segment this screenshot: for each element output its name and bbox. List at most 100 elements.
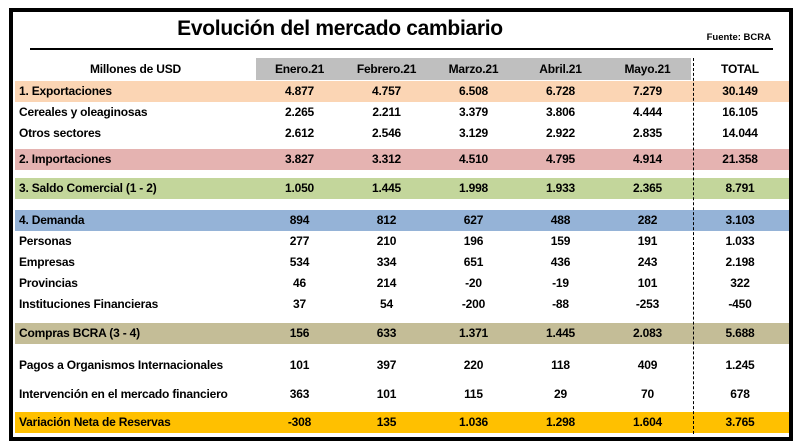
cell-value: 29 [554, 387, 567, 401]
total-column-separator [693, 58, 694, 434]
cell-value: 3.827 [284, 152, 315, 166]
cell-value: 409 [637, 358, 658, 372]
data-table: Millones de USD Enero.21 Febrero.21 Marzo.… [15, 58, 789, 433]
table-row: Compras BCRA (3 - 4) 156 633 1.371 1.445… [15, 323, 789, 344]
cell-value: 4.914 [632, 152, 663, 166]
month-header: Febrero.21 [343, 58, 430, 80]
row-total: 30.149 [722, 84, 758, 98]
cell-value: 2.211 [372, 105, 401, 119]
table-row: Cereales y oleaginosas 2.265 2.211 3.379… [15, 102, 789, 123]
table-row: Personas 277 210 196 159 191 1.033 [15, 231, 789, 252]
cell-value: 2.546 [371, 126, 402, 140]
month-header: Marzo.21 [430, 58, 517, 80]
report-title: Evolución del mercado cambiario [177, 17, 503, 40]
row-total: 8.791 [725, 181, 755, 195]
cell-value: 436 [550, 255, 571, 269]
cell-value: 3.129 [458, 126, 489, 140]
cell-value: 101 [637, 276, 658, 290]
row-label: 4. Demanda [19, 213, 85, 227]
table-row: 2. Importaciones 3.827 3.312 4.510 4.795… [15, 149, 789, 170]
row-label: 1. Exportaciones [19, 84, 112, 98]
row-label: Compras BCRA (3 - 4) [19, 326, 140, 340]
cell-value: 1.445 [545, 326, 576, 340]
cell-value: -88 [552, 297, 569, 311]
cell-value: 277 [289, 234, 310, 248]
row-total: 1.245 [725, 358, 755, 372]
table-row: Empresas 534 334 651 436 243 2.198 [15, 252, 789, 273]
row-label: Personas [19, 234, 72, 248]
cell-value: 156 [289, 326, 310, 340]
cell-value: -19 [552, 276, 569, 290]
table-row: Intervención en el mercado financiero 36… [15, 384, 789, 405]
cell-value: 214 [376, 276, 397, 290]
row-label: Intervención en el mercado financiero [19, 387, 228, 401]
table-row: Otros sectores 2.612 2.546 3.129 2.922 2… [15, 123, 789, 144]
cell-value: 633 [376, 326, 397, 340]
row-label: Provincias [19, 276, 78, 290]
cell-value: 46 [293, 276, 306, 290]
cell-value: 488 [550, 213, 571, 227]
cell-value: 1.445 [371, 181, 402, 195]
cell-value: 334 [376, 255, 397, 269]
cell-value: -253 [635, 297, 660, 311]
row-label: 3. Saldo Comercial (1 - 2) [19, 181, 157, 195]
cell-value: 894 [289, 213, 310, 227]
report-frame: Evolución del mercado cambiario Fuente: … [9, 8, 793, 441]
cell-value: 2.265 [284, 105, 315, 119]
cell-value: 397 [376, 358, 397, 372]
cell-value: 534 [289, 255, 310, 269]
row-total: 322 [730, 276, 750, 290]
row-total: 3.103 [725, 213, 755, 227]
cell-value: 4.444 [632, 105, 663, 119]
cell-value: 2.612 [284, 126, 315, 140]
table-row: Provincias 46 214 -20 -19 101 322 [15, 273, 789, 294]
row-label: Empresas [19, 255, 75, 269]
unit-header: Millones de USD [89, 62, 181, 76]
row-total: -450 [728, 297, 752, 311]
cell-value: 4.877 [284, 84, 315, 98]
row-total: 16.105 [722, 105, 758, 119]
cell-value: 159 [550, 234, 571, 248]
cell-value: 4.510 [458, 152, 489, 166]
source-label: Fuente: BCRA [706, 32, 771, 43]
cell-value: -200 [461, 297, 486, 311]
cell-value: 812 [376, 213, 397, 227]
row-label: 2. Importaciones [19, 152, 112, 166]
cell-value: 243 [637, 255, 658, 269]
cell-value: 1.298 [545, 415, 576, 429]
cell-value: 210 [376, 234, 397, 248]
cell-value: 2.922 [545, 126, 576, 140]
cell-value: 1.050 [284, 181, 315, 195]
table-row: Pagos a Organismos Internacionales 101 3… [15, 355, 789, 376]
cell-value: 6.728 [545, 84, 576, 98]
cell-value: 2.083 [632, 326, 663, 340]
table-body: 1. Exportaciones 4.877 4.757 6.508 6.728… [15, 81, 789, 433]
cell-value: 6.508 [458, 84, 489, 98]
cell-value: 1.371 [458, 326, 489, 340]
cell-value: -308 [287, 415, 312, 429]
row-label: Instituciones Financieras [19, 297, 159, 311]
table-row: 4. Demanda 894 812 627 488 282 3.103 [15, 210, 789, 231]
cell-value: 70 [641, 387, 654, 401]
cell-value: 220 [463, 358, 484, 372]
cell-value: 118 [551, 358, 570, 372]
cell-value: 1.998 [458, 181, 489, 195]
cell-value: 3.379 [458, 105, 489, 119]
cell-value: 1.604 [632, 415, 663, 429]
cell-value: 191 [637, 234, 658, 248]
cell-value: -20 [465, 276, 482, 290]
row-label: Otros sectores [19, 126, 101, 140]
row-total: 2.198 [725, 255, 755, 269]
table-header-row: Millones de USD Enero.21 Febrero.21 Marzo.… [15, 58, 789, 80]
month-header: Enero.21 [256, 58, 343, 80]
cell-value: 3.312 [371, 152, 402, 166]
cell-value: 2.835 [632, 126, 663, 140]
row-total: 1.033 [725, 234, 755, 248]
cell-value: 37 [293, 297, 306, 311]
cell-value: 2.365 [632, 181, 663, 195]
row-total: 5.688 [725, 326, 755, 340]
cell-value: 196 [463, 234, 484, 248]
cell-value: 1.036 [458, 415, 489, 429]
month-header: Abril.21 [517, 58, 604, 80]
row-total: 678 [730, 387, 750, 401]
